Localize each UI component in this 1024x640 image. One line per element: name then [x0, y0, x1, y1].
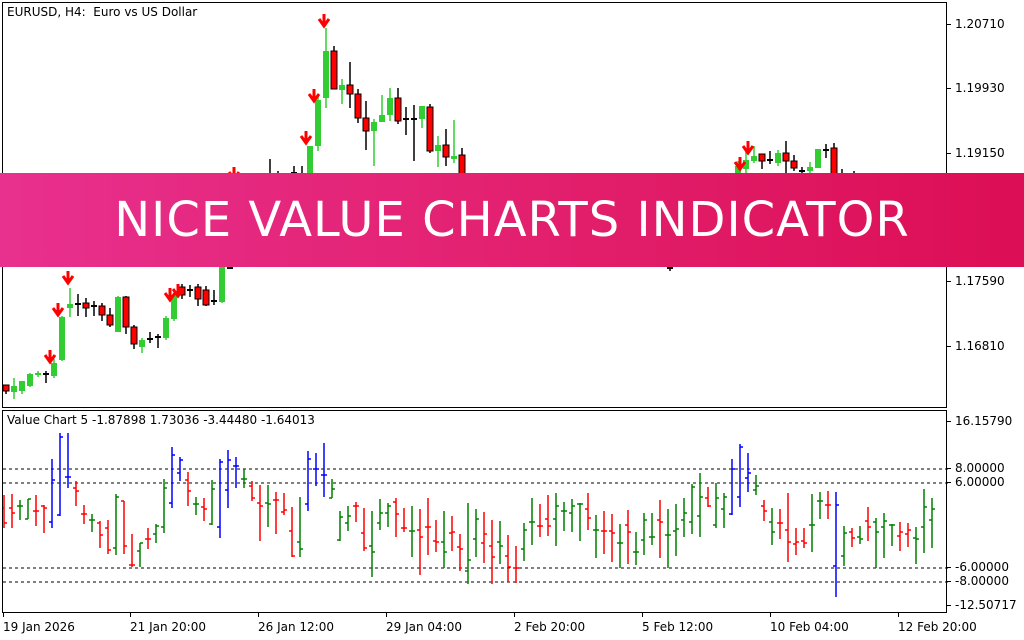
- time-axis-label: 26 Jan 12:00: [258, 620, 334, 634]
- time-axis-tick: [258, 612, 259, 617]
- price-axis-tick: [946, 24, 951, 25]
- time-axis-label: 19 Jan 2026: [3, 620, 75, 634]
- time-axis-label: 12 Feb 20:00: [898, 620, 977, 634]
- indicator-axis-tick: [946, 482, 951, 483]
- price-axis-label: 1.19150: [955, 146, 1005, 160]
- chart-symbol-title: EURUSD, H4: Euro vs US Dollar: [7, 5, 198, 19]
- time-axis-label: 2 Feb 20:00: [514, 620, 586, 634]
- time-axis-label: 5 Feb 12:00: [642, 620, 714, 634]
- indicator-axis-tick: [946, 421, 951, 422]
- indicator-axis-label: 6.00000: [955, 475, 1005, 489]
- price-axis-label: 1.16810: [955, 339, 1005, 353]
- indicator-axis-label: 16.15790: [955, 414, 1013, 428]
- time-axis-label: 10 Feb 04:00: [770, 620, 849, 634]
- indicator-axis-tick: [946, 468, 951, 469]
- indicator-axis-tick: [946, 581, 951, 582]
- price-axis-label: 1.17590: [955, 274, 1005, 288]
- title-banner: NICE VALUE CHARTS INDICATOR: [0, 173, 1024, 267]
- price-axis-tick: [946, 281, 951, 282]
- candlestick-plot: [3, 14, 897, 399]
- time-axis-tick: [3, 612, 4, 617]
- price-axis-label: 1.20710: [955, 17, 1005, 31]
- indicator-axis-label: -12.50717: [955, 598, 1017, 612]
- indicator-axis-label: -8.00000: [955, 574, 1009, 588]
- time-axis-label: 29 Jan 04:00: [386, 620, 462, 634]
- banner-title: NICE VALUE CHARTS INDICATOR: [114, 192, 910, 248]
- value-chart-plot: [3, 433, 948, 597]
- value-chart-indicator-pane[interactable]: Value Chart 5 -1.87898 1.73036 -3.44480 …: [2, 410, 948, 613]
- time-axis-tick: [514, 612, 515, 617]
- price-axis-tick: [946, 88, 951, 89]
- time-axis-label: 21 Jan 20:00: [130, 620, 206, 634]
- price-axis-tick: [946, 153, 951, 154]
- price-axis-label: 1.19930: [955, 81, 1005, 95]
- indicator-axis-tick: [946, 605, 951, 606]
- indicator-title: Value Chart 5 -1.87898 1.73036 -3.44480 …: [7, 413, 315, 427]
- time-axis-tick: [898, 612, 899, 617]
- indicator-axis-tick: [946, 567, 951, 568]
- time-axis-tick: [642, 612, 643, 617]
- time-axis-tick: [386, 612, 387, 617]
- indicator-axis-label: -6.00000: [955, 560, 1009, 574]
- time-axis-tick: [130, 612, 131, 617]
- indicator-axis-label: 8.00000: [955, 461, 1005, 475]
- time-axis-tick: [770, 612, 771, 617]
- price-axis-tick: [946, 346, 951, 347]
